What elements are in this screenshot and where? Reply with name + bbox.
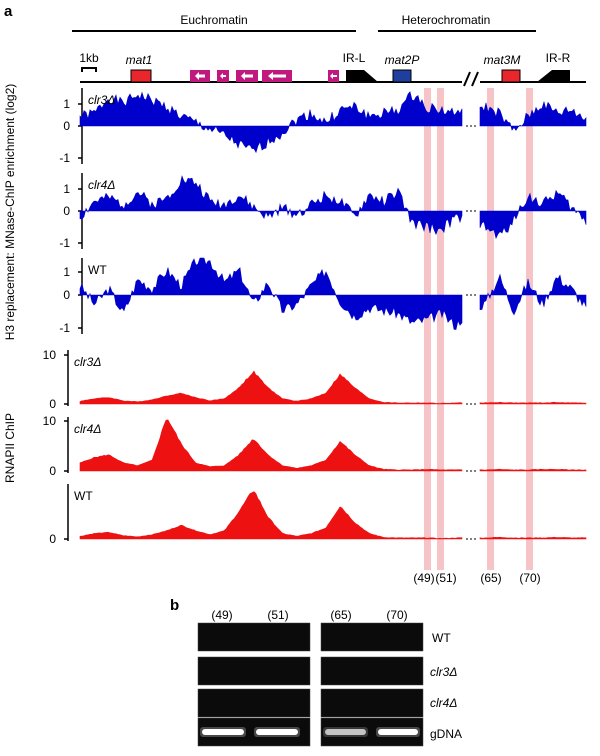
y-tick-label-3-1: 0 bbox=[49, 397, 56, 411]
y-tick-label-4-0: 10 bbox=[43, 414, 57, 428]
track-4: 10 0 clr4Δ bbox=[43, 414, 587, 478]
panel-a-label: a bbox=[4, 3, 13, 20]
axis-break-2 bbox=[471, 71, 479, 87]
gel-lane-label-51: (51) bbox=[267, 608, 288, 622]
track-5: 0 WT bbox=[49, 484, 587, 546]
gel-block-0-1 bbox=[320, 622, 424, 652]
trace-4-left bbox=[79, 419, 463, 472]
y-tick-label-1-2: -1 bbox=[59, 236, 70, 250]
track-1: 1 0 -1 clr4Δ bbox=[59, 173, 587, 250]
highlight-band-2 bbox=[487, 88, 494, 570]
track-3: 10 0 clr3Δ bbox=[43, 348, 587, 411]
gel-block-2-1 bbox=[320, 688, 424, 718]
gel-row-label-clr3: clr3Δ bbox=[430, 665, 457, 679]
track-2: 1 0 -1 WT bbox=[59, 257, 587, 335]
scale-bar bbox=[81, 67, 97, 72]
orf-5-arrow-icon bbox=[330, 73, 337, 79]
h3-axis-title: H3 replacement: MNase-ChIP enrichment (l… bbox=[3, 84, 17, 341]
track-title-0: clr3Δ bbox=[88, 93, 115, 107]
trace-1-left bbox=[79, 175, 463, 236]
highlight-band-1 bbox=[437, 88, 444, 570]
gel-lane-label-70: (70) bbox=[386, 608, 407, 622]
gel-block-1-1 bbox=[320, 656, 424, 686]
gel-band-3-2 bbox=[325, 729, 366, 735]
track-0: 1 0 -1 clr3Δ bbox=[59, 88, 587, 165]
trace-3-right bbox=[479, 401, 587, 405]
highlight-label-49: (49) bbox=[413, 571, 434, 585]
trace-0-left bbox=[79, 91, 463, 154]
ir-r-arrow bbox=[537, 70, 570, 82]
gel-block-1-0 bbox=[197, 656, 311, 686]
gel-band-3-3 bbox=[378, 729, 418, 735]
gel-row-label-wt: WT bbox=[432, 631, 451, 645]
y-tick-label-2-2: -1 bbox=[59, 321, 70, 335]
y-tick-label-0-0: 1 bbox=[63, 97, 70, 111]
y-tick-label-2-1: 0 bbox=[63, 288, 70, 302]
gel-image bbox=[197, 622, 424, 747]
y-tick-label-1-0: 1 bbox=[63, 182, 70, 196]
y-tick-label-4-1: 0 bbox=[49, 464, 56, 478]
ir-l-arrow bbox=[346, 70, 378, 82]
highlight-band-3 bbox=[526, 88, 533, 570]
trace-5-right bbox=[479, 536, 587, 540]
trace-2-right bbox=[479, 273, 587, 316]
highlight-label-65: (65) bbox=[480, 571, 501, 585]
euchromatin-label: Euchromatin bbox=[180, 13, 247, 27]
track-title-1: clr4Δ bbox=[88, 178, 115, 192]
y-tick-label-3-0: 10 bbox=[43, 348, 57, 362]
gel-block-0-0 bbox=[197, 622, 311, 652]
orf-arrows bbox=[190, 70, 339, 82]
ir-l-label: IR-L bbox=[343, 51, 366, 65]
track-title-3: clr3Δ bbox=[74, 355, 101, 369]
ir-r-label: IR-R bbox=[546, 51, 571, 65]
trace-2-left bbox=[79, 257, 463, 330]
gel-band-3-1 bbox=[256, 729, 298, 735]
orf-1-arrow-icon bbox=[195, 72, 205, 80]
panel-b-label: b bbox=[170, 597, 179, 614]
highlight-label-51: (51) bbox=[435, 571, 456, 585]
gel-lane-label-65: (65) bbox=[330, 608, 351, 622]
mat1-box bbox=[130, 69, 152, 83]
orf-3-arrow-icon bbox=[241, 72, 253, 80]
gel-row-label-gdna: gDNA bbox=[430, 727, 462, 741]
heterochromatin-label: Heterochromatin bbox=[402, 13, 491, 27]
trace-1-right bbox=[479, 189, 587, 240]
highlight-label-group: (49) (51) (65) (70) bbox=[413, 571, 540, 585]
y-tick-label-2-0: 1 bbox=[63, 265, 70, 279]
trace-0-right bbox=[479, 100, 587, 131]
highlight-band-0 bbox=[424, 88, 431, 570]
trace-4-right bbox=[479, 468, 587, 472]
gel-row-labels: WT clr3Δ clr4Δ gDNA bbox=[430, 631, 462, 741]
track-title-2: WT bbox=[88, 263, 107, 277]
y-tick-label-0-2: -1 bbox=[59, 151, 70, 165]
y-tick-label-0-1: 0 bbox=[63, 119, 70, 133]
trace-3-left bbox=[79, 370, 463, 405]
orf-2-arrow-icon bbox=[220, 73, 226, 79]
gel-lane-label-49: (49) bbox=[211, 608, 232, 622]
track-title-5: WT bbox=[74, 489, 93, 503]
gel-lane-labels: (49) (51) (65) (70) bbox=[211, 608, 407, 622]
y-tick-label-1-1: 0 bbox=[63, 204, 70, 218]
orf-4-arrow-icon bbox=[268, 72, 286, 80]
highlight-label-70: (70) bbox=[519, 571, 540, 585]
gel-row-label-clr4: clr4Δ bbox=[430, 696, 457, 710]
highlight-bands bbox=[424, 88, 533, 570]
mat3m-label: mat3M bbox=[484, 53, 521, 67]
axis-break-1 bbox=[463, 71, 471, 87]
gel-block-2-0 bbox=[197, 688, 311, 718]
mat3m-box bbox=[501, 69, 521, 83]
y-tick-label-5-0: 0 bbox=[49, 532, 56, 546]
track-title-4: clr4Δ bbox=[74, 422, 101, 436]
trace-5-left bbox=[79, 491, 463, 540]
tracks: 10-1clr3Δ10-1clr4Δ10-1WT100clr3Δ100clr4Δ… bbox=[43, 88, 587, 546]
mat1-label: mat1 bbox=[126, 53, 153, 67]
rnapii-axis-title: RNAPII ChIP bbox=[3, 413, 17, 483]
scale-bar-label: 1kb bbox=[79, 51, 99, 65]
mat2p-box bbox=[392, 69, 412, 83]
gene-track: 1kb mat1 IR-L mat2P mat3M IR-R bbox=[79, 51, 586, 87]
gel-band-3-0 bbox=[202, 729, 244, 735]
mat2p-label: mat2P bbox=[385, 53, 420, 67]
